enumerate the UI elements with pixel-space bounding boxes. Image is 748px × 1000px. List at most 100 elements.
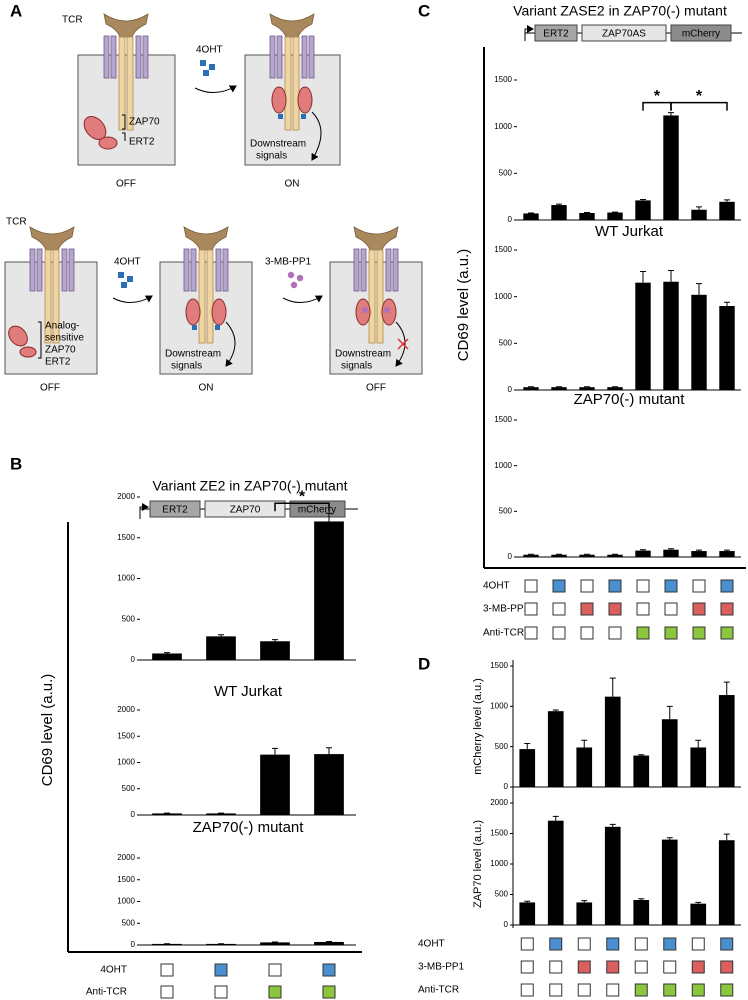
condition-label: 3-MB-PP1 (418, 962, 465, 973)
error-bar (524, 742, 531, 750)
condition-box (634, 960, 648, 974)
bar (579, 213, 595, 220)
error-bar (668, 112, 674, 116)
drug-label: 4OHT (114, 257, 141, 268)
bar (523, 213, 539, 220)
error-bar (581, 739, 588, 748)
bar (547, 820, 564, 925)
construct-part-label: ERT2 (162, 505, 188, 516)
bar (718, 695, 735, 787)
condition-box (692, 602, 706, 616)
y-tick-label: 1500 (494, 245, 512, 254)
condition-box (580, 602, 594, 616)
panel-label: D (418, 654, 430, 673)
error-bar (164, 652, 170, 654)
condition-box (720, 937, 734, 951)
y-tick-label: 1000 (494, 461, 512, 470)
condition-box (577, 960, 591, 974)
condition-box (214, 985, 228, 999)
condition-label: 4OHT (418, 939, 445, 950)
condition-box (608, 602, 622, 616)
bar (633, 755, 650, 787)
y-tick-label: 1000 (490, 859, 508, 868)
state-label: OFF (366, 383, 386, 394)
construct-part-label: ZAP70AS (602, 29, 646, 40)
condition-box (606, 960, 620, 974)
bar (719, 201, 735, 220)
error-bar (723, 833, 730, 841)
error-bar (724, 549, 730, 552)
significance-bracket (670, 101, 728, 111)
construct-part (670, 24, 732, 42)
bar (635, 550, 651, 557)
condition-box (524, 626, 538, 640)
drug-icon (384, 307, 390, 313)
drug-icon (362, 307, 368, 313)
bar (691, 294, 707, 390)
error-bar (326, 512, 332, 522)
condition-box (663, 937, 677, 951)
state-label: OFF (116, 179, 136, 190)
bar (206, 813, 236, 815)
bar (551, 554, 567, 557)
y-tick-label: 500 (499, 338, 513, 347)
bar (152, 813, 182, 815)
error-bar (552, 709, 559, 712)
error-bar (640, 549, 646, 551)
arrow (282, 295, 323, 303)
condition-box (322, 963, 336, 977)
construct-part (204, 500, 286, 518)
condition-box (580, 626, 594, 640)
error-bar (723, 681, 730, 696)
construct-part (581, 24, 667, 42)
bracket (122, 114, 126, 141)
y-tick-label: 500 (122, 614, 136, 623)
bar (719, 306, 735, 390)
y-axis-label: ZAP70 level (a.u.) (472, 820, 484, 908)
error-bar (272, 639, 278, 642)
bar (719, 551, 735, 557)
condition-box (549, 983, 563, 997)
bar (576, 902, 593, 925)
y-tick-label: 0 (131, 940, 136, 949)
y-tick-label: 0 (504, 920, 509, 929)
bar (607, 387, 623, 390)
condition-label: 4OHT (483, 581, 510, 592)
construct-part (534, 24, 578, 42)
bar (604, 826, 621, 925)
panel-a: A TCR ZAP70 ERT2 OFF 4OHT Downstream sig… (4, 1, 423, 394)
bar (579, 554, 595, 557)
condition-box (720, 602, 734, 616)
drug-icon (118, 272, 124, 278)
bar (691, 209, 707, 220)
domain-label: ERT2 (129, 137, 155, 148)
y-tick-label: 1500 (494, 75, 512, 84)
y-tick-label: 1000 (117, 897, 135, 906)
ert2-blob (19, 346, 37, 358)
y-tick-label: 500 (499, 506, 513, 515)
bar (661, 839, 678, 925)
y-tick-label: 2000 (117, 853, 135, 862)
bar (604, 696, 621, 787)
ert2-blob (98, 136, 118, 150)
error-bar (724, 301, 730, 306)
domain-label: sensitive (45, 333, 84, 344)
y-tick-label: 2000 (117, 705, 135, 714)
y-axis-label: mCherry level (a.u.) (472, 678, 484, 775)
condition-box (520, 937, 534, 951)
condition-box (664, 579, 678, 593)
drug-icon (127, 276, 133, 282)
condition-box (552, 626, 566, 640)
bar (152, 653, 182, 660)
condition-box (634, 937, 648, 951)
error-bar (552, 815, 559, 821)
bracket (38, 321, 42, 359)
error-bar (581, 900, 588, 903)
construct-title: Variant ZASE2 in ZAP70(-) mutant (513, 3, 727, 19)
y-tick-label: 0 (504, 782, 509, 791)
error-bar (609, 823, 616, 827)
construct-part-label: mCherry (682, 29, 720, 40)
error-bar (218, 634, 224, 637)
panel-label: B (10, 454, 22, 473)
y-axis-label: CD69 level (a.u.) (39, 674, 56, 787)
